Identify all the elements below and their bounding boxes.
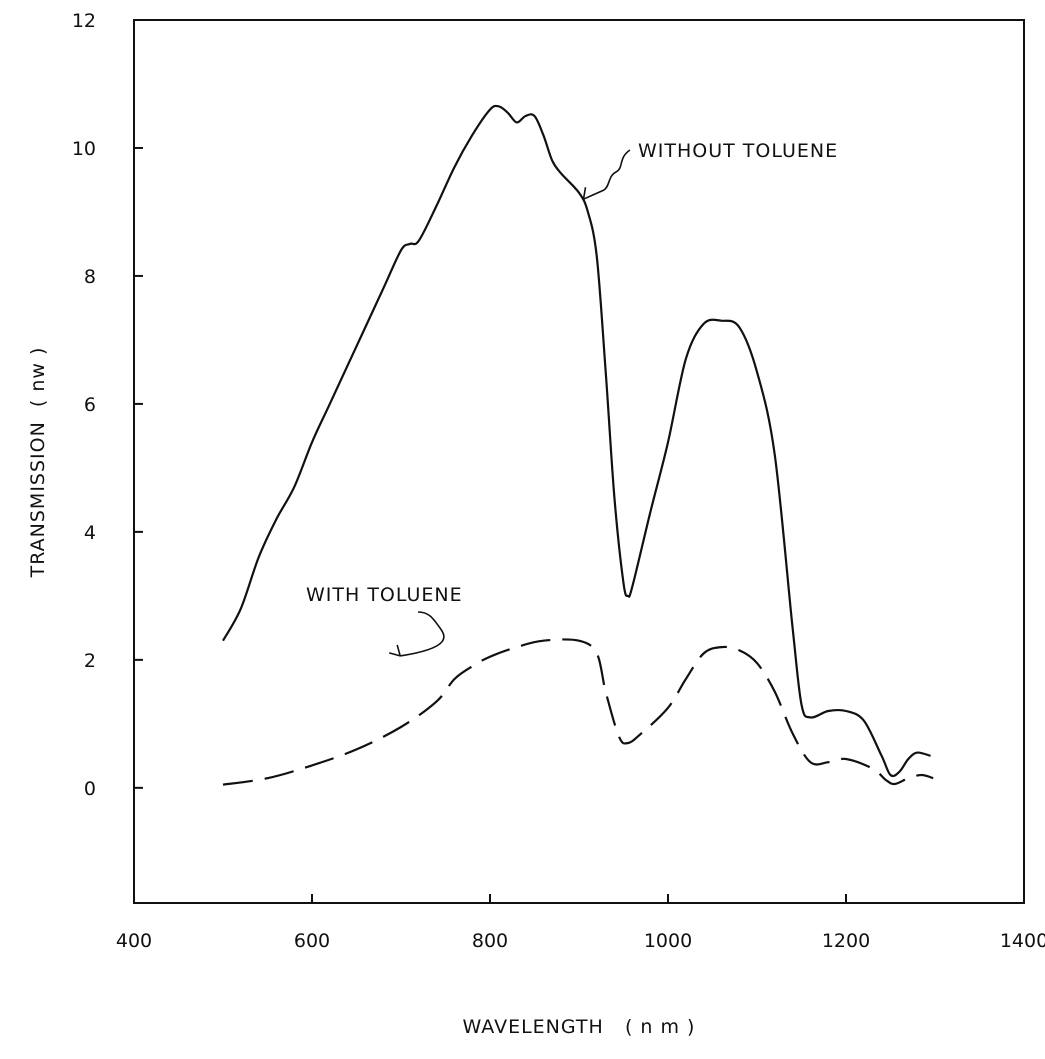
- y-tick-label-6: 6: [84, 394, 96, 416]
- series-line-with-toluene: [222, 638, 934, 786]
- x-tick-label-1000: 1000: [644, 930, 692, 952]
- y-axis-ticks: 0 2 4 6 8 10 12: [72, 10, 143, 800]
- x-tick-label-1400: 1400: [1000, 930, 1045, 952]
- annotation-leader-without-toluene: [582, 149, 631, 200]
- series-layer: [222, 104, 934, 786]
- annotation-leader-with-toluene: [388, 611, 445, 657]
- y-tick-label-12: 12: [72, 10, 96, 32]
- x-tick-label-800: 800: [472, 930, 508, 952]
- annotation-with-toluene: WITH TOLUENE: [306, 584, 463, 606]
- x-axis-title: WAVELENGTH ( n m ): [463, 1016, 696, 1038]
- series-line-without-toluene: [222, 104, 931, 778]
- plot-frame: [133, 19, 1025, 904]
- x-tick-label-600: 600: [294, 930, 330, 952]
- y-tick-label-2: 2: [84, 650, 96, 672]
- annotation-layer: WITHOUT TOLUENE WITH TOLUENE: [306, 140, 838, 657]
- y-tick-label-10: 10: [72, 138, 96, 160]
- y-tick-label-4: 4: [84, 522, 96, 544]
- y-axis-title: TRANSMISSION ( nw ): [27, 347, 49, 579]
- annotation-without-toluene: WITHOUT TOLUENE: [638, 140, 838, 162]
- y-tick-label-8: 8: [84, 266, 96, 288]
- x-tick-label-1200: 1200: [822, 930, 870, 952]
- y-tick-label-0: 0: [84, 778, 96, 800]
- x-axis-ticks: 400 600 800 1000 1200 1400: [116, 894, 1045, 952]
- x-tick-label-400: 400: [116, 930, 152, 952]
